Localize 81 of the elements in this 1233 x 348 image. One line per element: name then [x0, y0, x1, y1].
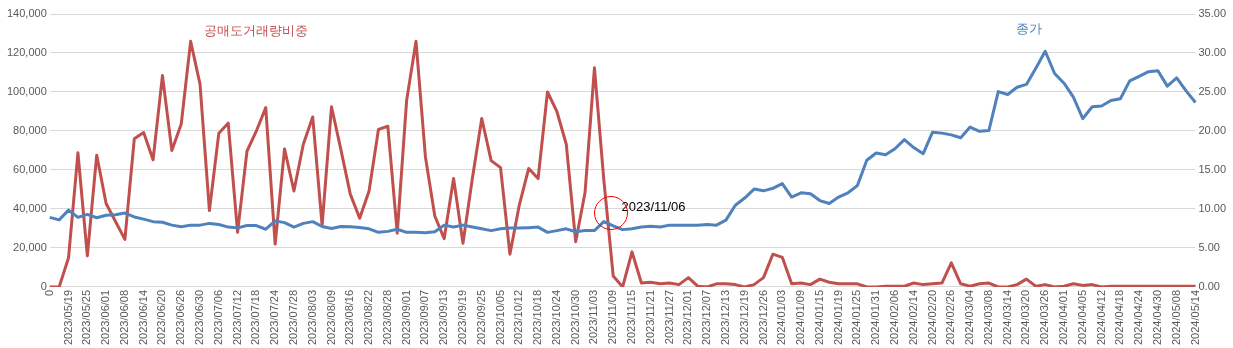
x-tick-label: 2023/11/21 [643, 289, 656, 345]
x-tick-label: 2023/12/26 [756, 289, 769, 346]
x-tick-label: 2023/07/06 [211, 289, 224, 346]
x-tick-label: 2023/09/25 [474, 289, 487, 346]
x-tick-label: 2023/12/01 [681, 289, 694, 346]
x-tick-label: 0 [42, 289, 55, 297]
y2-tick-label: 25.00 [1198, 85, 1226, 98]
x-tick-label: 2024/03/04 [963, 289, 976, 346]
x-tick-label: 2023/08/28 [380, 289, 393, 346]
x-tick-label: 2024/01/31 [869, 289, 882, 346]
x-tick-label: 2023/09/07 [418, 289, 431, 346]
x-tick-label: 2023/07/28 [286, 289, 299, 346]
y-tick-label: 60,000 [13, 163, 47, 175]
series-label: 종가 [1016, 20, 1043, 36]
x-tick-label: 2023/10/18 [531, 289, 544, 346]
y2-tick-label: 5.00 [1198, 240, 1220, 253]
y2-tick-label: 35.00 [1198, 7, 1226, 20]
x-tick-label: 2023/05/25 [80, 289, 93, 346]
x-tick-label: 2024/04/24 [1132, 289, 1145, 346]
y-tick-label: 100,000 [7, 85, 47, 98]
y-tick-label: 80,000 [13, 124, 47, 137]
y-tick-label: 20,000 [13, 240, 47, 253]
y-tick-label: 0 [40, 279, 47, 292]
x-tick-label: 2023/08/09 [324, 289, 337, 346]
x-tick-label: 2023/09/19 [456, 289, 468, 346]
x-tick-label: 2023/07/24 [268, 289, 281, 346]
x-tick-label: 2023/10/12 [512, 289, 525, 346]
x-tick-label: 2023/06/14 [136, 289, 149, 346]
y2-tick-label: 20.00 [1198, 124, 1226, 137]
y2-tick-label: 30.00 [1198, 46, 1226, 59]
x-tick-label: 2024/02/26 [944, 289, 957, 346]
x-tick-label: 2023/09/13 [437, 289, 450, 346]
x-tick-label: 2023/06/20 [155, 289, 168, 346]
y2-tick-label: 0.00 [1198, 279, 1220, 292]
x-tick-label: 2024/01/03 [775, 289, 788, 346]
x-tick-label: 2023/12/13 [718, 289, 731, 346]
x-tick-label: 2024/01/15 [812, 289, 825, 346]
y-tick-label: 140,000 [7, 7, 47, 20]
x-tick-label: 2024/02/06 [887, 289, 900, 346]
series-label: 공매도거래량비중 [203, 23, 308, 39]
x-tick-label: 2024/04/18 [1113, 289, 1126, 346]
x-tick-label: 2023/07/18 [249, 289, 262, 346]
x-tick-label: 2024/04/01 [1057, 289, 1070, 346]
x-tick-label: 2023/10/05 [493, 289, 506, 346]
x-tick-label: 2023/06/26 [174, 289, 187, 346]
x-tick-label: 2024/05/08 [1169, 289, 1182, 346]
y-tick-label: 120,000 [7, 46, 47, 59]
x-tick-label: 2024/03/26 [1038, 289, 1051, 346]
x-tick-label: 2023/11/09 [606, 289, 619, 345]
x-tick-label: 2024/01/09 [794, 289, 807, 346]
x-tick-label: 2023/05/19 [61, 289, 74, 346]
x-tick-label: 2023/12/07 [700, 289, 713, 346]
x-tick-label: 2023/11/27 [662, 289, 675, 345]
x-tick-label: 2023/08/22 [362, 289, 375, 346]
x-tick-label: 2023/07/12 [230, 289, 243, 346]
x-tick-label: 2023/06/08 [117, 289, 130, 346]
x-tick-label: 2023/08/16 [343, 289, 356, 346]
x-tick-label: 2023/10/24 [549, 289, 562, 346]
y2-tick-label: 10.00 [1198, 201, 1226, 214]
x-tick-label: 2024/04/30 [1150, 289, 1163, 346]
x-tick-label: 2023/06/01 [99, 289, 112, 346]
x-tick-label: 2024/04/05 [1075, 289, 1088, 346]
x-tick-label: 2024/02/14 [906, 289, 919, 346]
x-tick-label: 2023/06/30 [193, 289, 206, 346]
x-tick-label: 2024/05/14 [1188, 289, 1201, 346]
x-tick-label: 2024/02/20 [925, 289, 938, 346]
x-tick-label: 2024/04/12 [1094, 289, 1107, 346]
x-tick-label: 2024/03/20 [1019, 289, 1032, 346]
x-tick-label: 2024/01/19 [831, 289, 844, 346]
y-tick-label: 40,000 [13, 201, 47, 214]
x-tick-label: 2024/01/25 [850, 289, 863, 346]
x-tick-label: 2023/12/19 [737, 289, 750, 346]
y2-tick-label: 15.00 [1198, 163, 1226, 175]
x-tick-label: 2023/08/03 [305, 289, 318, 346]
x-tick-label: 2023/10/30 [568, 289, 581, 346]
x-tick-label: 2023/11/03 [587, 289, 600, 345]
x-tick-label: 2023/09/01 [399, 289, 412, 346]
x-tick-label: 2023/11/15 [625, 289, 638, 345]
x-tick-label: 2024/03/14 [1000, 289, 1013, 346]
x-tick-label: 2024/03/08 [981, 289, 994, 346]
annotation: 2023/11/06 [621, 199, 686, 215]
